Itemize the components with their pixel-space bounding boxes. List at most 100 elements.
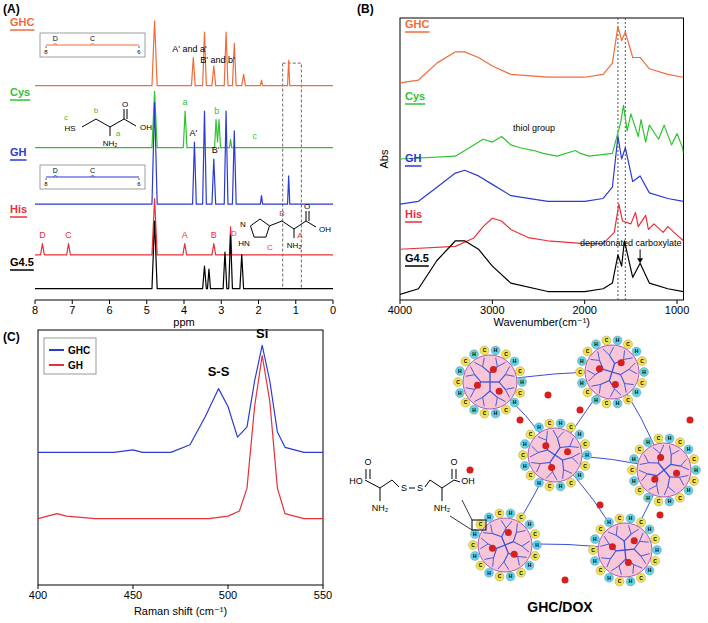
surface-group-label: H — [528, 562, 532, 568]
dendrimer-branch — [649, 485, 657, 489]
surface-group-label: H — [472, 351, 476, 357]
surface-group-label: C — [464, 358, 468, 364]
surface-group-label: C — [529, 472, 533, 478]
surface-group-label: H — [487, 570, 491, 576]
dendrimer-branch — [670, 476, 680, 477]
surface-group-label: C — [640, 380, 644, 386]
dendrimer-branch — [540, 462, 550, 463]
dendrimer-branch — [537, 464, 541, 472]
structure-label: NH₂ — [103, 139, 118, 148]
surface-group-label: H — [513, 399, 517, 405]
dendrimer-branch — [538, 437, 546, 441]
surface-group — [644, 493, 653, 502]
surface-group — [454, 378, 463, 387]
surface-group-label: C — [692, 456, 696, 462]
surface-group-label: H — [494, 410, 498, 416]
surface-group — [590, 556, 599, 565]
inset-tick — [139, 178, 140, 180]
plot-frame — [38, 330, 323, 585]
inset-peak — [53, 43, 57, 45]
bond — [294, 229, 295, 238]
surface-group-label: C — [483, 410, 487, 416]
dendrimer-branch — [483, 532, 492, 534]
surface-group-label: C — [504, 351, 508, 357]
surface-group — [615, 514, 624, 523]
surface-group-label: H — [607, 575, 611, 581]
surface-group-label: C — [498, 573, 502, 579]
surface-group-label: C — [653, 536, 657, 542]
surface-group — [665, 497, 674, 506]
surface-group-label: C — [583, 463, 587, 469]
dendrimer-branch — [641, 554, 650, 556]
surface-group-label: H — [594, 397, 598, 403]
surface-group — [684, 486, 693, 495]
dendrimer-branch — [516, 531, 525, 533]
legend-swatch — [49, 349, 64, 351]
dendrimer-branch — [502, 537, 505, 545]
peak-label: A' and a' — [172, 44, 207, 54]
inset-peak — [91, 175, 95, 177]
dox — [612, 381, 619, 388]
dendrimer-branch — [624, 384, 626, 393]
dendrimer-branch — [609, 347, 613, 355]
surface-group — [526, 430, 535, 439]
dendrimer-branch — [553, 472, 557, 480]
dendrimer-branch — [671, 450, 679, 454]
surface-group-label: C — [638, 487, 642, 493]
dendrimer-branch — [501, 520, 506, 528]
dendrimer-branch — [653, 447, 660, 453]
surface-group — [545, 482, 554, 491]
surface-group — [470, 350, 479, 359]
surface-group — [491, 409, 500, 418]
dendrimer-branch — [557, 438, 560, 447]
dendrimer-branch — [480, 544, 488, 549]
surface-group — [640, 368, 649, 377]
spectrum-line — [400, 105, 684, 159]
dendrimer-branch — [489, 382, 490, 391]
structure-label: NH₂ — [287, 241, 302, 250]
surface-group — [624, 395, 633, 404]
surface-group-label: C — [548, 483, 552, 489]
surface-group-label: H — [668, 498, 672, 504]
dendrimer-branch — [570, 446, 579, 448]
bond — [366, 469, 367, 479]
dendrimer-branch — [608, 532, 616, 536]
molecule-label: NH₂ — [372, 503, 389, 513]
dendrimer-branch — [496, 397, 498, 406]
series-label: G4.5 — [405, 252, 429, 264]
dendrimer-branch — [641, 474, 647, 481]
dox — [562, 577, 569, 584]
dendrimer-branch — [505, 389, 509, 397]
surface-group — [654, 434, 663, 443]
dendrimer-branch — [609, 372, 612, 381]
surface-group — [676, 493, 685, 502]
surface-group-label: H — [523, 463, 527, 469]
legend-box — [44, 338, 96, 374]
structure-label: a — [116, 129, 121, 138]
surface-group-label: C — [583, 441, 587, 447]
surface-group-label: C — [518, 390, 522, 396]
x-tick-label: 1 — [293, 304, 299, 316]
dendrimer-branch — [610, 389, 614, 397]
dendrimer-branch — [492, 534, 501, 537]
spectrum-line — [400, 204, 684, 249]
bond — [430, 480, 442, 488]
series-label-line — [10, 99, 30, 101]
surface-group-label: H — [509, 573, 513, 579]
surface-group — [645, 566, 654, 575]
surface-group-label: H — [616, 400, 620, 406]
schematic-title: GHC/DOX — [527, 599, 593, 615]
surface-group — [533, 541, 542, 550]
surface-group-label: H — [472, 407, 476, 413]
inset-peak — [91, 43, 95, 45]
dendrimer-branch — [609, 544, 616, 551]
dendrimer-core — [637, 443, 691, 497]
surface-group — [653, 546, 662, 555]
spectrum-line — [38, 345, 323, 452]
dendrimer-branch — [483, 358, 485, 367]
surface-group — [495, 509, 504, 518]
bond — [370, 469, 371, 479]
x-tick-label: 3000 — [480, 304, 504, 316]
surface-group-label: H — [585, 452, 589, 458]
surface-group — [576, 368, 585, 377]
